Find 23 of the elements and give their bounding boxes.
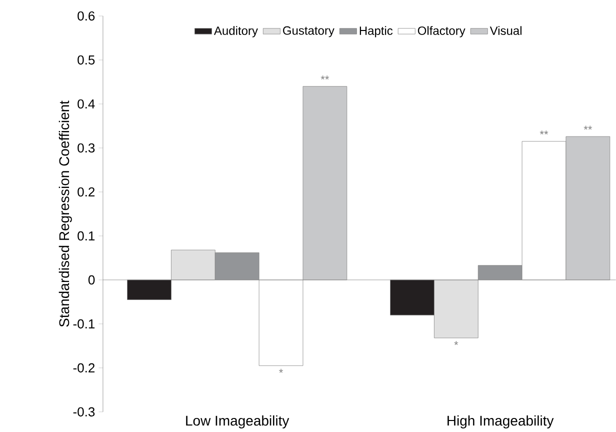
legend-label: Gustatory [283,26,334,38]
data-label: ** [584,126,592,130]
y-tick-label: 0.5 [78,55,95,65]
data-label: * [279,368,283,373]
y-tick-label: 0.6 [78,11,95,21]
y-tick-label: -0.3 [73,407,95,417]
x-tick-label: Low Imageability [186,415,290,429]
y-tick-label: 0.3 [78,143,95,153]
y-tick-label: 0.2 [78,187,95,197]
y-tick-label: -0.2 [73,363,95,373]
legend-label: Visual [490,26,522,36]
y-axis-title: Standardised Regression Coefficient [58,100,72,327]
data-label: ** [540,130,548,135]
data-label: ** [320,76,330,80]
data-label: * [454,341,458,346]
legend-label: Haptic [360,26,393,38]
y-tick-label: 0.1 [78,231,95,241]
y-tick-label: -0.1 [73,319,95,329]
x-tick-label: High Imageability [448,415,554,429]
y-tick-label: 0.4 [78,99,95,109]
y-tick-label: 0 [88,275,95,285]
legend-label: Olfactory [418,26,466,38]
legend-label: Auditory [214,26,258,38]
